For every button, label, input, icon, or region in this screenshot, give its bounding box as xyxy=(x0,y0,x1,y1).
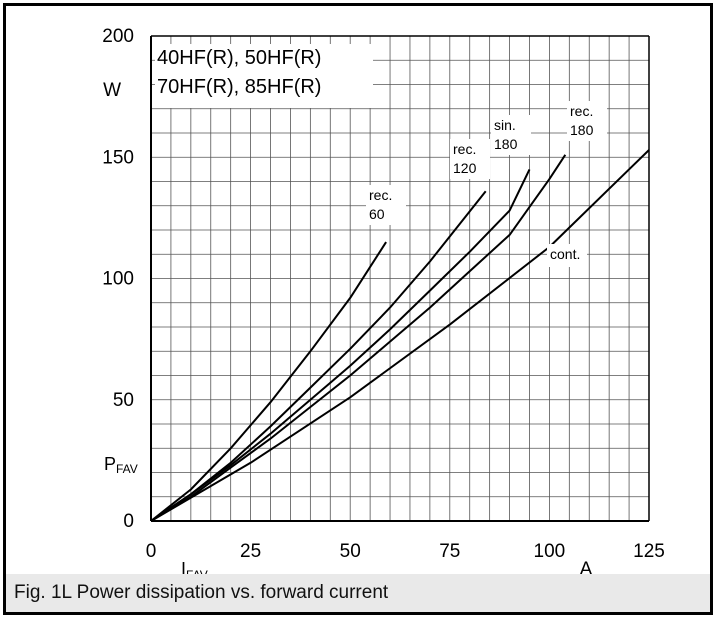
series-labels: rec. 60 rec. 120 sin. 180 rec. 180 cont. xyxy=(366,101,607,267)
series-curve-4 xyxy=(150,154,567,522)
x-axis-name: IFAV xyxy=(181,559,208,574)
chart-title-box: 40HF(R), 50HF(R) 70HF(R), 85HF(R) xyxy=(155,44,373,108)
y-tick-label: 200 xyxy=(102,26,134,47)
axes: 0 50 100 150 200 0 25 50 75 100 125 W A PFAV IFAV xyxy=(102,26,665,574)
x-tick-label: 0 xyxy=(146,541,157,562)
title-background xyxy=(155,44,373,108)
y-tick-label: 100 xyxy=(102,269,134,290)
x-tick-label: 125 xyxy=(633,541,665,562)
x-unit-label: A xyxy=(580,559,593,574)
series-label-background xyxy=(366,185,406,225)
x-tick-label: 75 xyxy=(439,541,460,562)
series-label-5-line-1: cont. xyxy=(550,246,580,262)
x-tick-label: 50 xyxy=(340,541,361,562)
series-curve-1 xyxy=(150,241,387,522)
series-label-background xyxy=(450,139,490,179)
figure-caption: Fig. 1L Power dissipation vs. forward cu… xyxy=(6,574,710,612)
chart-title-line-1: 40HF(R), 50HF(R) xyxy=(157,47,321,69)
series-label-background xyxy=(567,101,607,141)
y-unit-label: W xyxy=(103,80,121,101)
chart-title-line-2: 70HF(R), 85HF(R) xyxy=(157,76,321,98)
series-label-3-line-2: 180 xyxy=(494,136,518,152)
y-axis-name: PFAV xyxy=(104,454,138,476)
power-dissipation-chart: 40HF(R), 50HF(R) 70HF(R), 85HF(R) rec. 60… xyxy=(102,26,665,574)
series-label-background xyxy=(491,115,531,155)
series-curve-3 xyxy=(150,168,531,522)
x-tick-label: 25 xyxy=(240,541,261,562)
series-label-3-line-1: sin. xyxy=(494,117,516,133)
y-tick-label: 0 xyxy=(123,511,134,532)
series-curve-5 xyxy=(150,149,650,522)
series-label-1-line-2: 60 xyxy=(369,206,385,222)
figure-frame: 40HF(R), 50HF(R) 70HF(R), 85HF(R) rec. 60… xyxy=(3,3,713,615)
y-tick-label: 50 xyxy=(113,390,134,411)
series-curve-2 xyxy=(150,190,487,522)
series-label-1-line-1: rec. xyxy=(369,187,392,203)
y-tick-label: 150 xyxy=(102,147,134,168)
series-label-2-line-1: rec. xyxy=(453,141,476,157)
series-label-background xyxy=(547,244,587,267)
series-layer xyxy=(150,149,650,522)
series-label-2-line-2: 120 xyxy=(453,160,477,176)
x-tick-label: 100 xyxy=(534,541,566,562)
series-label-4-line-2: 180 xyxy=(570,122,594,138)
series-label-4-line-1: rec. xyxy=(570,103,593,119)
